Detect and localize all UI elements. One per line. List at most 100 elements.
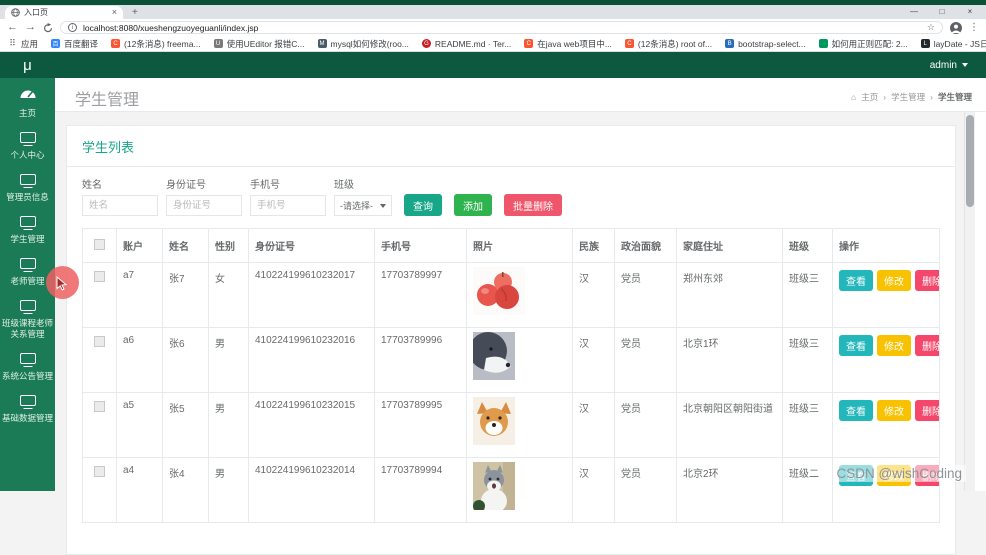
browser-chrome: 入口页 × + — □ × ← → i localhost:8080/xuesh…: [0, 0, 986, 52]
tab-close-icon[interactable]: ×: [111, 7, 117, 17]
row-checkbox[interactable]: [94, 271, 105, 282]
sidebar-item-announcement-mgmt[interactable]: 系统公告管理: [0, 345, 55, 387]
new-tab-button[interactable]: +: [132, 7, 138, 18]
reload-icon[interactable]: [43, 22, 53, 33]
chevron-down-icon: [962, 63, 968, 67]
browser-tab[interactable]: 入口页 ×: [5, 6, 123, 19]
sidebar-item-base-data-mgmt[interactable]: 基础数据管理: [0, 387, 55, 429]
site-info-icon[interactable]: i: [68, 23, 77, 32]
window-theme-strip: [0, 0, 986, 5]
user-dropdown[interactable]: admin: [930, 52, 968, 78]
bookmark-javaweb[interactable]: C 在java web项目中...: [524, 38, 612, 50]
table-header-row: 账户 姓名 性别 身份证号 手机号 照片 民族 政治面貌 家庭住址 班级 操作: [82, 228, 940, 263]
edit-button[interactable]: 修改: [877, 400, 911, 421]
bootstrap-favicon: B: [725, 39, 735, 48]
class-label: 班级: [334, 180, 354, 191]
bookmark-ueditor[interactable]: U 使用UEditor 报错C...: [213, 38, 305, 50]
delete-button[interactable]: 删除: [915, 400, 939, 421]
forward-icon[interactable]: →: [25, 21, 36, 33]
scrollbar-track[interactable]: [964, 112, 975, 491]
bookmark-csdn-freemarker[interactable]: C (12条消息) freema...: [111, 38, 201, 50]
breadcrumb-student-mgmt[interactable]: 学生管理: [891, 92, 926, 102]
idcard-label: 身份证号: [166, 180, 206, 191]
mouse-cursor-icon: [56, 276, 68, 291]
content-area: 学生列表 姓名 身份证号 手机号 班级 -请选择- 查询: [55, 112, 986, 555]
csdn-favicon: C: [524, 39, 534, 48]
table-row: a4 张4 男 410224199610232014 17703789994 汉…: [82, 457, 940, 523]
sidebar-item-teacher-mgmt[interactable]: 老师管理: [0, 250, 55, 292]
view-button[interactable]: 查看: [839, 400, 873, 421]
monitor-icon: [19, 174, 36, 186]
page-title: 学生管理: [75, 92, 140, 109]
csdn-watermark: CSDN @wishCoding: [832, 465, 966, 482]
row-checkbox[interactable]: [94, 401, 105, 412]
window-controls: — □ ×: [900, 5, 984, 19]
url-text: localhost:8080/xueshengzuoyeguanli/index…: [83, 22, 259, 33]
select-all-checkbox[interactable]: [94, 239, 105, 250]
address-bar: ← → i localhost:8080/xueshengzuoyeguanli…: [0, 19, 986, 36]
breadcrumb-home[interactable]: 主页: [861, 92, 879, 102]
sidebar-item-home[interactable]: 主页: [0, 78, 55, 124]
sidebar-item-class-course-teacher[interactable]: 班级课程老师关系管理: [0, 292, 55, 345]
batch-delete-button[interactable]: 批量删除: [504, 194, 562, 216]
student-list-panel: 学生列表 姓名 身份证号 手机号 班级 -请选择- 查询: [66, 125, 956, 555]
col-phone: 手机号: [374, 228, 467, 263]
scrollbar-thumb[interactable]: [966, 115, 974, 207]
monitor-icon: [19, 300, 36, 312]
edit-button[interactable]: 修改: [877, 335, 911, 356]
breadcrumb: ⌂ 主页 › 学生管理 › 学生管理: [851, 91, 972, 103]
edit-button[interactable]: 修改: [877, 270, 911, 291]
profile-avatar[interactable]: [950, 21, 962, 34]
student-photo-husky-dog: [469, 332, 515, 380]
url-input[interactable]: i localhost:8080/xueshengzuoyeguanli/ind…: [60, 21, 943, 34]
tab-title: 入口页: [24, 8, 48, 17]
globe-favicon-icon: [11, 8, 20, 17]
bookmark-baidu-translate[interactable]: 百百度翻译: [51, 38, 99, 49]
ueditor-favicon: U: [213, 39, 223, 48]
bookmark-star-icon[interactable]: ☆: [926, 22, 935, 32]
doc-favicon: [818, 39, 828, 48]
bookmark-readme[interactable]: G README.md · Ter...: [421, 39, 511, 49]
class-select[interactable]: -请选择-: [334, 195, 392, 216]
bookmark-apps[interactable]: ⠿ 应用: [9, 38, 39, 49]
phone-input[interactable]: [250, 195, 326, 216]
gauge-icon: [20, 90, 35, 98]
back-icon[interactable]: ←: [7, 21, 18, 33]
bookmark-root-of[interactable]: C (12条消息) root of...: [624, 38, 712, 50]
monitor-icon: [19, 258, 36, 270]
name-input[interactable]: [82, 195, 158, 216]
cursor-highlight: [46, 266, 79, 299]
monitor-icon: [19, 395, 36, 407]
breadcrumb-current: 学生管理: [937, 92, 972, 102]
col-class: 班级: [782, 228, 833, 263]
student-photo-shiba-inu: [473, 397, 515, 445]
delete-button[interactable]: 删除: [915, 270, 939, 291]
minimize-icon[interactable]: —: [910, 7, 918, 16]
gitee-favicon: G: [421, 39, 431, 48]
close-icon[interactable]: ×: [967, 7, 973, 16]
row-checkbox[interactable]: [94, 336, 105, 347]
maximize-icon[interactable]: □: [939, 7, 945, 16]
sidebar-item-student-mgmt[interactable]: 学生管理: [0, 208, 55, 250]
mysql-favicon: M: [317, 39, 327, 48]
bookmark-regex[interactable]: 如何用正则匹配: 2...: [818, 38, 908, 50]
row-checkbox[interactable]: [94, 466, 105, 477]
idcard-input[interactable]: [166, 195, 242, 216]
browser-menu-icon[interactable]: ⋮: [969, 22, 979, 33]
home-icon: ⌂: [851, 92, 857, 102]
apps-grid-favicon: ⠿: [9, 38, 16, 48]
view-button[interactable]: 查看: [839, 270, 873, 291]
name-label: 姓名: [82, 180, 102, 191]
sidebar-item-personal-center[interactable]: 个人中心: [0, 124, 55, 166]
add-button[interactable]: 添加: [454, 194, 492, 216]
search-button[interactable]: 查询: [404, 194, 442, 216]
username: admin: [929, 59, 957, 71]
delete-button[interactable]: 删除: [915, 335, 939, 356]
col-actions: 操作: [832, 228, 940, 263]
sidebar-item-admin-info[interactable]: 管理员信息: [0, 166, 55, 208]
view-button[interactable]: 查看: [839, 335, 873, 356]
table-row: a5 张5 男 410224199610232015 17703789995 汉…: [82, 392, 940, 458]
